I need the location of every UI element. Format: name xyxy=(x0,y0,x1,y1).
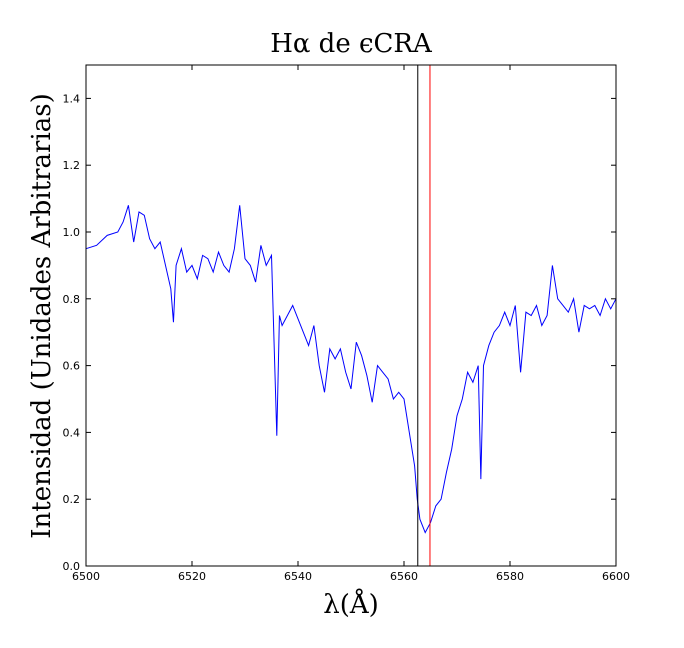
y-tick-label: 1.4 xyxy=(63,92,81,105)
y-tick-label: 0.8 xyxy=(63,293,81,306)
y-tick-label: 1.0 xyxy=(63,226,81,239)
y-axis-label: Intensidad (Unidades Arbitrarias) xyxy=(27,93,57,538)
spectrum-line xyxy=(85,205,617,534)
y-tick-label: 0.6 xyxy=(63,360,81,373)
x-axis-label: λ(Å) xyxy=(323,588,379,620)
x-tick-label: 6580 xyxy=(496,570,524,583)
plot-area xyxy=(86,65,616,566)
x-tick-label: 6560 xyxy=(390,570,418,583)
x-tick-label: 6540 xyxy=(284,570,312,583)
plot-frame xyxy=(85,64,617,567)
x-tick-label: 6500 xyxy=(72,570,100,583)
y-tick-label: 0.2 xyxy=(63,493,81,506)
y-tick-label: 0.4 xyxy=(63,426,81,439)
chart-title: Hα de ϵCRA xyxy=(270,29,433,59)
x-tick-label: 6600 xyxy=(602,570,630,583)
y-tick-label: 0.0 xyxy=(63,560,81,573)
x-tick-label: 6520 xyxy=(178,570,206,583)
y-tick-label: 1.2 xyxy=(63,159,81,172)
